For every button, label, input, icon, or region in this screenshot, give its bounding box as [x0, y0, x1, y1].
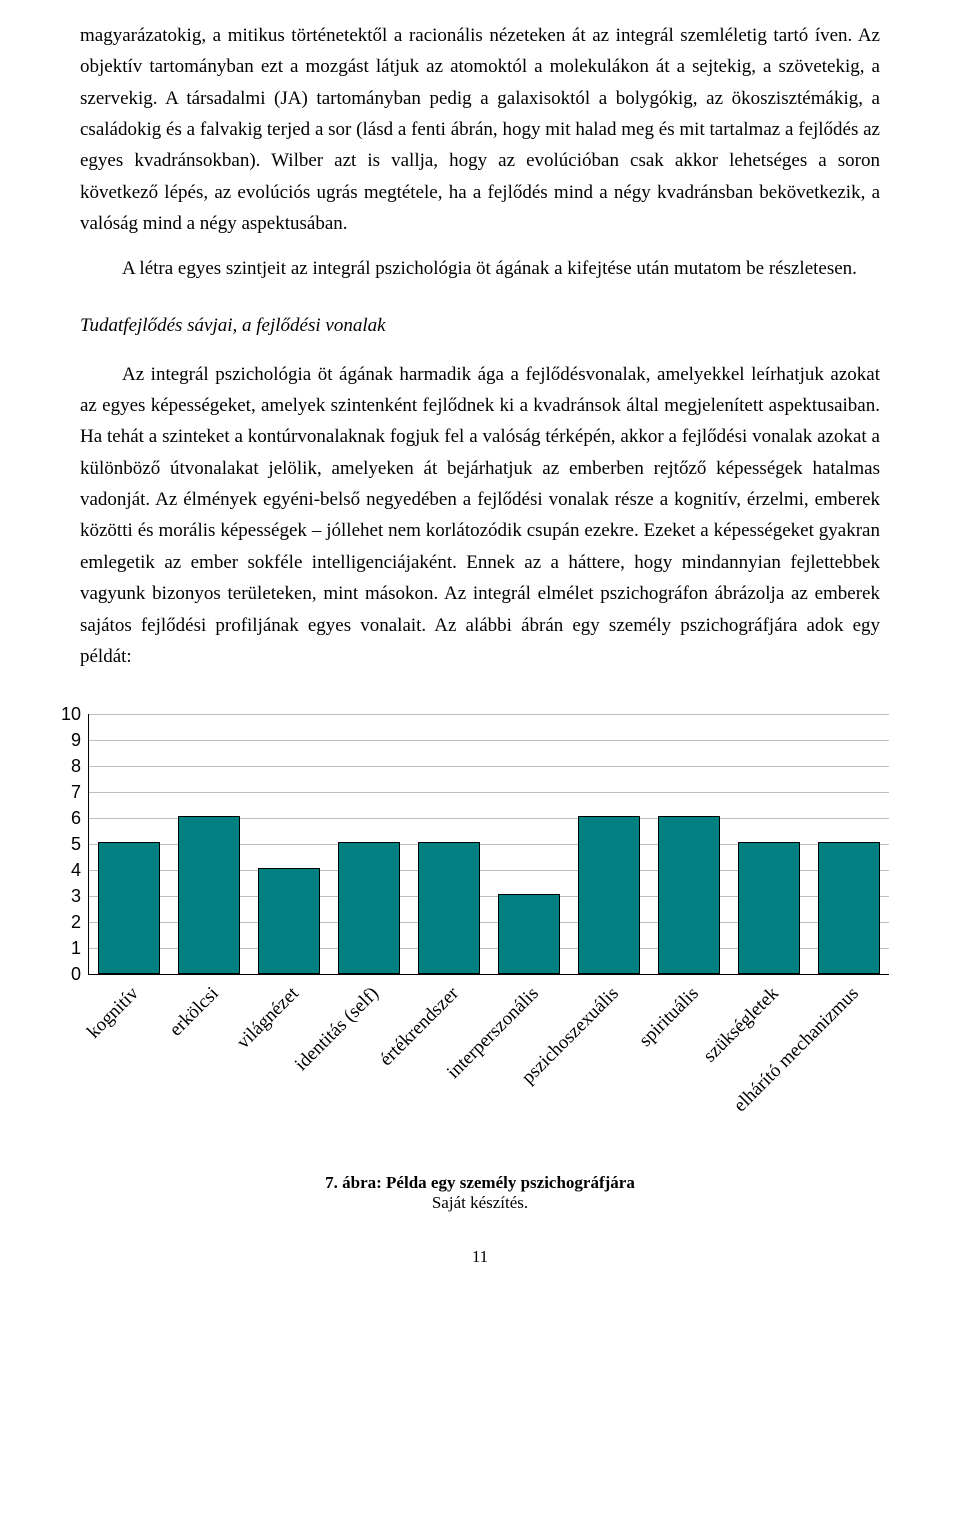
chart-ytick: 3: [71, 887, 81, 905]
caption-sub: Saját készítés.: [432, 1193, 528, 1212]
chart-bar-slot: [569, 714, 649, 974]
paragraph-1: magyarázatokig, a mitikus történetektől …: [80, 20, 880, 239]
paragraph-2: A létra egyes szintjeit az integrál pszi…: [80, 253, 880, 284]
chart-xlabel-slot: spirituális: [648, 975, 728, 1165]
chart-ytick: 9: [71, 731, 81, 749]
chart-xlabel-slot: világnézet: [248, 975, 328, 1165]
chart-bar-slot: [329, 714, 409, 974]
chart-bar: [658, 816, 720, 974]
chart-bar: [818, 842, 880, 974]
chart-bar: [338, 842, 400, 974]
caption-title: 7. ábra: Példa egy személy pszichográfjá…: [325, 1173, 635, 1192]
chart-bar-slot: [809, 714, 889, 974]
chart-xlabel: kognitív: [83, 983, 143, 1043]
chart-bar: [738, 842, 800, 974]
chart-ytick: 4: [71, 861, 81, 879]
chart-bar: [578, 816, 640, 974]
chart-xlabel-slot: erkölcsi: [168, 975, 248, 1165]
chart-bar-slot: [89, 714, 169, 974]
chart-plot-area: 012345678910: [88, 714, 889, 975]
chart-bar: [498, 894, 560, 974]
chart-bar-slot: [649, 714, 729, 974]
chart-xlabel-slot: elhárító mechanizmus: [808, 975, 888, 1165]
chart-ytick: 0: [71, 965, 81, 983]
chart-bar-slot: [249, 714, 329, 974]
chart-ytick: 2: [71, 913, 81, 931]
chart-bars: [89, 714, 889, 974]
page-number: 11: [80, 1247, 880, 1267]
chart-bar-slot: [409, 714, 489, 974]
chart-ytick: 5: [71, 835, 81, 853]
chart-x-labels: kognitíverkölcsi világnézetidentitás (sel…: [88, 975, 888, 1165]
chart-xlabel-slot: kognitív: [88, 975, 168, 1165]
chart-bar: [178, 816, 240, 974]
section-title: Tudatfejlődés sávjai, a fejlődési vonala…: [80, 315, 880, 337]
psychograph-chart: 012345678910 kognitíverkölcsivilágnézeti…: [80, 714, 880, 1213]
chart-ytick: 1: [71, 939, 81, 957]
chart-ytick: 7: [71, 783, 81, 801]
page: magyarázatokig, a mitikus történetektől …: [0, 0, 960, 1307]
chart-ytick: 6: [71, 809, 81, 827]
chart-ytick: 10: [61, 705, 81, 723]
paragraph-3: Az integrál pszichológia öt ágának harma…: [80, 359, 880, 672]
chart-bar-slot: [169, 714, 249, 974]
chart-bar: [98, 842, 160, 974]
chart-caption: 7. ábra: Példa egy személy pszichográfjá…: [80, 1173, 880, 1213]
chart-xlabel-slot: identitás (self): [328, 975, 408, 1165]
chart-bar-slot: [489, 714, 569, 974]
chart-bar: [418, 842, 480, 974]
chart-ytick: 8: [71, 757, 81, 775]
chart-xlabel-slot: pszichoszexuális: [568, 975, 648, 1165]
chart-xlabel: erkölcsi: [165, 983, 223, 1041]
chart-bar: [258, 868, 320, 974]
chart-bar-slot: [729, 714, 809, 974]
